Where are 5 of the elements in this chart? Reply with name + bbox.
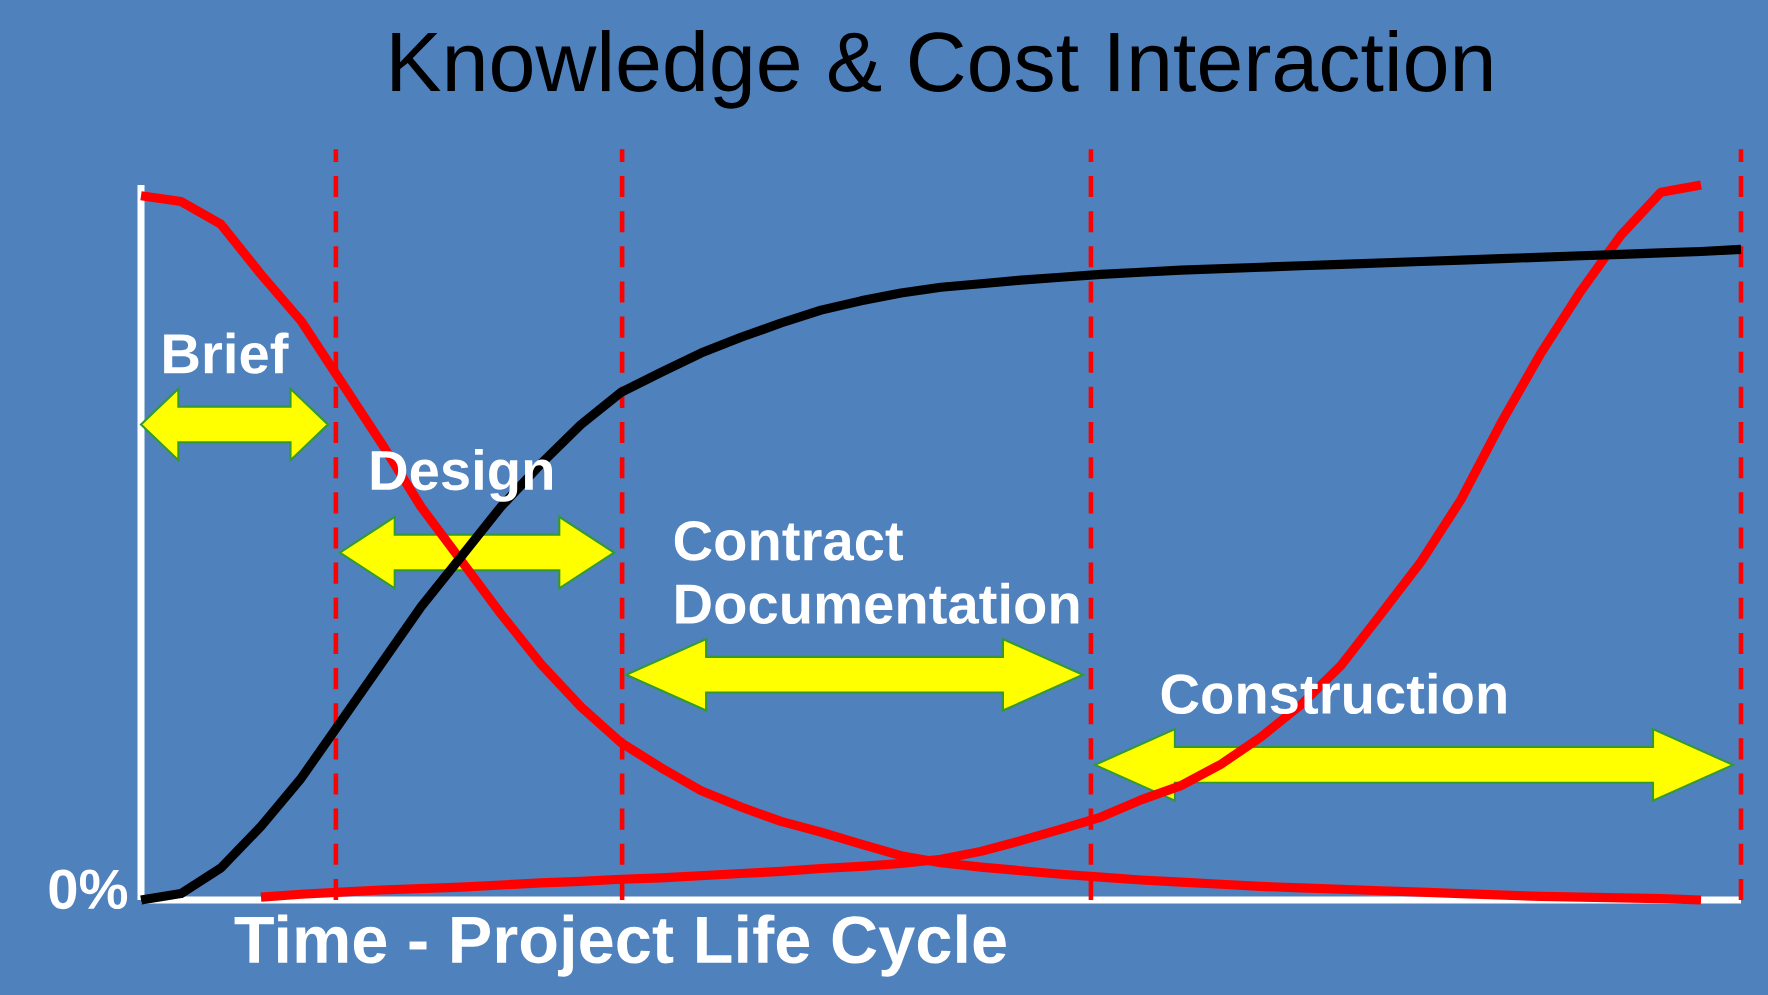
x-axis-title: Time - Project Life Cycle xyxy=(234,914,1006,977)
annotation: Brief xyxy=(164,332,289,374)
text: 0% xyxy=(49,869,128,910)
annotation: Contract Documentation xyxy=(674,520,1079,625)
chart-title: Knowledge & Cost Interaction xyxy=(392,29,1491,109)
